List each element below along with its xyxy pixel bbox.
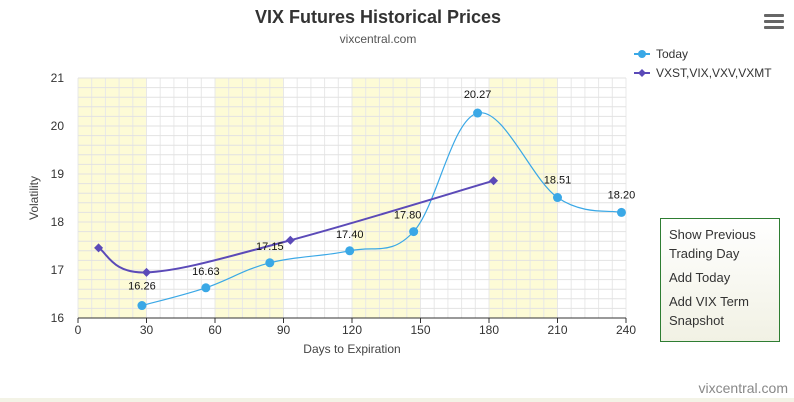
plot-grid xyxy=(77,77,627,319)
data-point-circle xyxy=(265,258,275,268)
y-tick-label: 20 xyxy=(51,119,65,133)
x-tick-label: 60 xyxy=(208,323,222,337)
y-tick-label: 21 xyxy=(51,71,65,85)
data-point-circle xyxy=(409,227,419,237)
add-vix-term-snapshot-button[interactable]: Add VIX Term Snapshot xyxy=(669,294,749,328)
data-point-diamond xyxy=(489,176,499,186)
x-tick-label: 210 xyxy=(547,323,567,337)
x-tick-label: 0 xyxy=(75,323,82,337)
menu-bar xyxy=(764,14,784,17)
plot-band xyxy=(489,78,558,318)
x-tick-label: 180 xyxy=(479,323,499,337)
series-line-term-structure xyxy=(97,179,494,274)
menu-bar xyxy=(764,20,784,23)
plot-band xyxy=(215,78,284,318)
legend[interactable]: Today VXST,VIX,VXV,VXMT xyxy=(634,47,772,80)
data-point-diamond xyxy=(142,267,151,277)
chart-subtitle: vixcentral.com xyxy=(340,32,417,46)
legend-label: Today xyxy=(656,47,688,61)
credit-text[interactable]: vixcentral.com xyxy=(699,380,788,396)
actions-panel: Show Previous Trading Day Add Today Add … xyxy=(660,218,780,342)
x-tick-label: 120 xyxy=(342,323,362,337)
x-tick-label: 90 xyxy=(277,323,291,337)
data-label: 17.80 xyxy=(394,210,422,222)
data-point-circle xyxy=(345,246,355,256)
plot-axes: 0 30 60 90 120 150 180 210 240 16 17 18 19 20 21 xyxy=(51,71,637,337)
show-previous-trading-day-button[interactable]: Show Previous Trading Day xyxy=(669,227,756,261)
y-tick-label: 18 xyxy=(51,215,65,229)
data-label: 16.26 xyxy=(128,281,156,293)
y-axis-title: Volatility xyxy=(27,176,41,220)
menu-bar xyxy=(764,26,784,29)
y-tick-label: 16 xyxy=(51,311,65,325)
bottom-strip xyxy=(0,398,794,402)
legend-marker-circle xyxy=(638,50,646,58)
hamburger-menu-icon[interactable] xyxy=(764,14,784,32)
chart-title: VIX Futures Historical Prices xyxy=(255,7,501,27)
add-today-button[interactable]: Add Today xyxy=(669,270,731,285)
plot-bands xyxy=(78,78,558,318)
data-point-diamond xyxy=(285,235,295,245)
data-label: 17.15 xyxy=(256,241,284,253)
data-label: 17.40 xyxy=(336,229,364,241)
y-tick-label: 17 xyxy=(51,263,65,277)
data-label: 20.27 xyxy=(464,89,492,101)
series-line-today xyxy=(141,112,622,307)
x-axis-title: Days to Expiration xyxy=(303,342,400,356)
data-point-circle xyxy=(201,283,211,293)
data-label: 18.20 xyxy=(608,189,636,201)
legend-label: VXST,VIX,VXV,VXMT xyxy=(656,66,772,80)
plot-band xyxy=(78,78,147,318)
data-label: 16.63 xyxy=(192,266,220,278)
data-point-circle xyxy=(616,207,626,217)
data-labels-layer: 16.26 16.63 17.15 17.40 17.80 20.27 18.51 18.20 xyxy=(128,89,635,292)
legend-marker-diamond xyxy=(638,69,646,77)
data-label: 18.51 xyxy=(544,175,572,187)
y-tick-label: 19 xyxy=(51,167,65,181)
data-point-circle xyxy=(473,108,483,118)
plot-band xyxy=(352,78,421,318)
x-tick-label: 240 xyxy=(616,323,636,337)
data-point-circle xyxy=(553,193,562,203)
x-tick-label: 150 xyxy=(410,323,430,337)
series-layer xyxy=(94,108,626,311)
data-point-circle xyxy=(137,301,147,311)
data-point-diamond xyxy=(94,243,104,253)
x-tick-label: 30 xyxy=(140,323,154,337)
